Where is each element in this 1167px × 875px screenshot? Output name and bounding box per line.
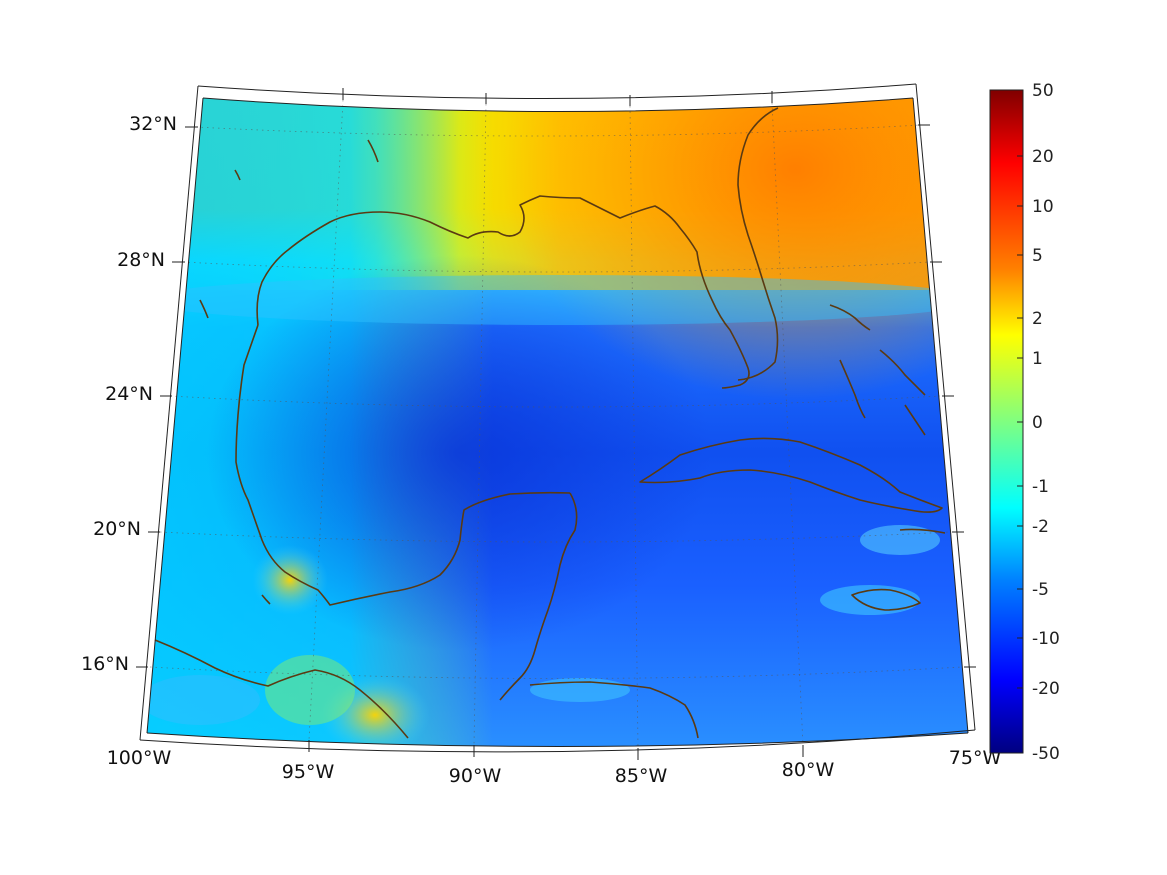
graticule — [149, 99, 963, 749]
lon-label-95w: 95°W — [282, 761, 335, 783]
colorbar-tick-10: 10 — [1032, 197, 1054, 217]
lon-label-100w: 100°W — [107, 747, 172, 769]
lon-ticks — [308, 88, 804, 760]
colorbar-tick-50: 50 — [1032, 81, 1054, 101]
colorbar-tick-neg1: -1 — [1032, 477, 1049, 497]
colorbar-tick-neg5: -5 — [1032, 580, 1049, 600]
lat-ticks — [136, 124, 976, 668]
colorbar-tick-neg20: -20 — [1032, 679, 1060, 699]
colorbar-ticks — [1017, 89, 1023, 754]
colorbar-tick-2: 2 — [1032, 309, 1043, 329]
colorbar-tick-5: 5 — [1032, 246, 1043, 266]
coastlines — [154, 107, 946, 739]
map-field — [147, 98, 968, 747]
map-frame — [139, 83, 976, 753]
colorbar-tick-neg10: -10 — [1032, 629, 1060, 649]
colorbar-tick-20: 20 — [1032, 147, 1054, 167]
lat-label-24n: 24°N — [105, 383, 153, 405]
lon-label-85w: 85°W — [615, 765, 668, 787]
lat-label-20n: 20°N — [93, 518, 141, 540]
lat-label-32n: 32°N — [129, 113, 177, 135]
colorbar: 50 20 10 5 2 1 0 -1 -2 -5 -10 -20 -50 — [989, 81, 1060, 764]
colorbar-tick-neg2: -2 — [1032, 517, 1049, 537]
lon-label-90w: 90°W — [449, 765, 502, 787]
colorbar-tick-neg50: -50 — [1032, 744, 1060, 764]
colorbar-tick-1: 1 — [1032, 349, 1043, 369]
lon-label-80w: 80°W — [782, 759, 835, 781]
lon-label-75w: 75°W — [949, 747, 1002, 769]
colorbar-tick-0: 0 — [1032, 413, 1043, 433]
lat-label-16n: 16°N — [81, 653, 129, 675]
lat-label-28n: 28°N — [117, 249, 165, 271]
